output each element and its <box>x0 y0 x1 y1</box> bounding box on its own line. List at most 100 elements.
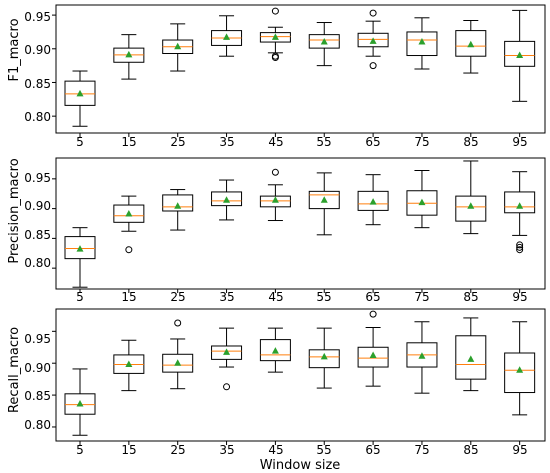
ytick-label: 0.90 <box>24 43 51 57</box>
panel-f1-macro: F1_macro 0.80 0.85 0.90 0.95 5 15 25 35 … <box>7 10 528 149</box>
ylabel-recall-macro: Recall_macro <box>7 327 22 413</box>
xtick-label: 55 <box>316 443 331 457</box>
panel-precision-macro: Precision_macro 0.80 0.85 0.90 0.95 5 15… <box>7 158 528 304</box>
outlier-point <box>369 310 377 318</box>
outlier-point <box>223 383 231 391</box>
ylabel-precision-macro: Precision_macro <box>7 158 22 263</box>
xtick-label: 75 <box>414 443 429 457</box>
xtick-label: 45 <box>268 290 283 304</box>
mean-marker <box>125 209 133 217</box>
xtick-label: 85 <box>463 135 478 149</box>
box-iqr <box>308 34 340 49</box>
mean-marker <box>76 89 84 97</box>
xtick-label: 5 <box>76 290 84 304</box>
mean-marker <box>223 33 231 40</box>
axes-frame <box>55 4 546 134</box>
outlier-point <box>174 319 182 327</box>
xtick-label: 45 <box>268 443 283 457</box>
mean-marker <box>467 202 475 209</box>
xtick-label: 15 <box>121 290 136 304</box>
axes-frame <box>55 308 546 442</box>
outlier-point <box>369 9 377 17</box>
box-iqr <box>64 393 96 415</box>
box-iqr <box>308 349 340 369</box>
xtick-label: 35 <box>219 443 234 457</box>
xtick-label: 75 <box>414 290 429 304</box>
mean-marker <box>369 351 377 359</box>
mean-marker <box>271 33 279 40</box>
xtick-label: 45 <box>268 135 283 149</box>
ytick-label: 0.90 <box>24 361 51 375</box>
xtick-label: 35 <box>219 135 234 149</box>
box-iqr <box>162 353 194 373</box>
mean-marker <box>467 40 475 48</box>
mean-marker <box>467 355 475 362</box>
xtick-label: 95 <box>512 135 527 149</box>
box-iqr <box>64 236 96 260</box>
mean-marker <box>271 196 279 203</box>
outlier-point <box>271 168 279 176</box>
mean-marker <box>320 352 328 360</box>
mean-marker <box>369 198 377 205</box>
mean-marker <box>76 245 84 252</box>
outlier-point <box>369 62 377 70</box>
mean-marker <box>418 198 426 206</box>
box-iqr <box>211 345 243 360</box>
mean-marker <box>516 202 524 209</box>
mean-marker <box>320 196 328 203</box>
ytick-label: 0.80 <box>24 256 51 270</box>
box-iqr <box>406 31 438 57</box>
box-iqr <box>455 30 487 57</box>
xtick-label: 25 <box>170 135 185 149</box>
box-iqr <box>308 190 340 210</box>
mean-marker <box>516 51 524 59</box>
xtick-label: 75 <box>414 135 429 149</box>
box-iqr <box>504 191 536 214</box>
xlabel-window-size: Window size <box>260 458 341 473</box>
xtick-label: 25 <box>170 290 185 304</box>
box-iqr <box>259 339 291 362</box>
outlier-point <box>271 52 279 60</box>
ytick-label: 0.95 <box>24 10 51 24</box>
ytick-label: 0.85 <box>24 228 51 242</box>
outlier-point <box>516 241 524 249</box>
xtick-label: 5 <box>76 135 84 149</box>
ytick-label: 0.95 <box>24 171 51 185</box>
xtick-label: 65 <box>365 290 380 304</box>
mean-marker <box>369 37 377 44</box>
xtick-label: 65 <box>365 443 380 457</box>
xtick-label: 85 <box>463 290 478 304</box>
mean-marker <box>418 38 426 45</box>
axes-frame <box>55 157 546 290</box>
xtick-label: 55 <box>316 290 331 304</box>
mean-marker <box>76 400 84 407</box>
xtick-label: 95 <box>512 290 527 304</box>
chart-marks <box>52 4 546 445</box>
ytick-label: 0.95 <box>24 332 51 346</box>
mean-marker <box>174 359 182 366</box>
box-iqr <box>504 352 536 394</box>
mean-marker <box>418 352 426 359</box>
mean-marker <box>223 196 231 203</box>
outlier-point <box>516 243 524 251</box>
panel-recall-macro: Recall_macro 0.80 0.85 0.90 0.95 5 15 25… <box>7 327 528 473</box>
box-iqr <box>357 190 389 211</box>
xtick-label: 65 <box>365 135 380 149</box>
mean-marker <box>516 366 524 373</box>
xtick-label: 85 <box>463 443 478 457</box>
box-iqr <box>64 80 96 106</box>
mean-marker <box>125 50 133 58</box>
outlier-point <box>271 7 279 15</box>
box-iqr <box>455 335 487 380</box>
xtick-label: 15 <box>121 135 136 149</box>
box-iqr <box>259 195 291 208</box>
box-iqr <box>211 191 243 207</box>
box-iqr <box>357 32 389 48</box>
mean-marker <box>174 42 182 50</box>
xtick-label: 35 <box>219 290 234 304</box>
outlier-point <box>125 246 133 254</box>
box-iqr <box>504 40 536 67</box>
mean-marker <box>125 360 133 367</box>
ytick-label: 0.90 <box>24 199 51 213</box>
